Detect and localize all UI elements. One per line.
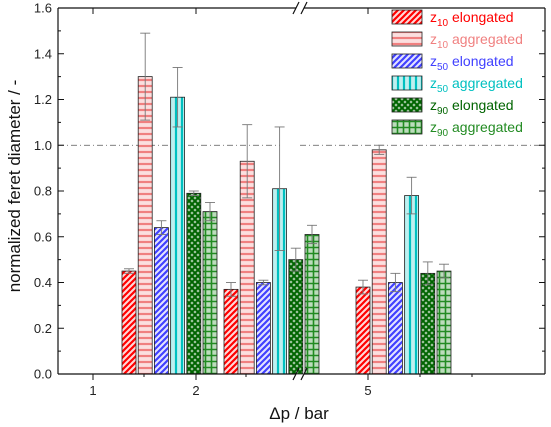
legend-swatch (391, 97, 423, 113)
y-tick-label: 1.0 (34, 138, 52, 153)
bar (186, 192, 202, 375)
bar (170, 96, 186, 375)
legend-label: z10 elongated (430, 9, 514, 29)
legend-swatch (391, 119, 423, 135)
y-tick-label: 0.6 (34, 229, 52, 244)
y-axis-title: normalized feret diameter / - (5, 80, 24, 293)
axis-break-mark (300, 367, 308, 381)
bar (436, 270, 452, 375)
bar (387, 282, 403, 375)
bar (121, 270, 137, 375)
axis-break-mark (292, 1, 300, 15)
legend-swatch (391, 31, 423, 47)
bar (223, 288, 239, 375)
axis-break-mark (300, 1, 308, 15)
bar (420, 272, 436, 375)
bar (404, 195, 420, 375)
legend-label: z50 elongated (430, 53, 514, 73)
x-tick-label: 5 (364, 383, 371, 398)
bar (288, 259, 304, 375)
y-tick-label: 1.4 (34, 46, 52, 61)
y-tick-label: 0.8 (34, 184, 52, 199)
y-tick-label: 1.2 (34, 92, 52, 107)
bar (202, 211, 218, 375)
legend-swatch (391, 9, 423, 25)
x-axis-title: Δp / bar (269, 404, 329, 423)
legend-label: z90 aggregated (430, 119, 523, 139)
y-tick-label: 1.6 (34, 1, 52, 16)
legend-label: z10 aggregated (430, 31, 523, 51)
bar (355, 286, 371, 375)
y-tick-label: 0.0 (34, 367, 52, 382)
bar (371, 149, 387, 375)
legend-label: z90 elongated (430, 97, 514, 117)
y-tick-label: 0.2 (34, 321, 52, 336)
legend-swatch (391, 53, 423, 69)
bar (255, 282, 271, 375)
bar (304, 234, 320, 375)
x-tick-label: 2 (192, 383, 199, 398)
legend-label: z50 aggregated (430, 75, 523, 95)
axis-break-mark (292, 367, 300, 381)
bar (153, 227, 169, 375)
legend-swatch (391, 75, 423, 91)
bar (137, 76, 153, 375)
y-tick-label: 0.4 (34, 275, 52, 290)
x-tick-label: 1 (89, 383, 96, 398)
